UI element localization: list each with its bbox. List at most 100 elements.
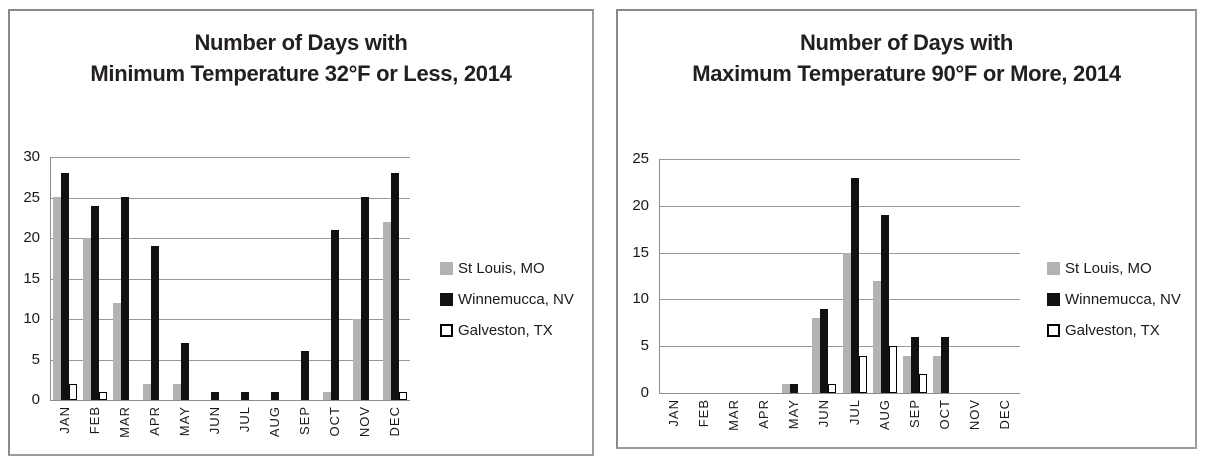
y-tick-label-5: 5 [31,351,40,368]
bar-winnemucca-nv-feb [91,206,99,400]
gridline-y-20 [659,206,1020,207]
y-tick-label-20: 20 [23,229,40,246]
gridline-y-15 [659,253,1020,254]
x-tick-label-jan: JAN [666,399,681,427]
bar-winnemucca-nv-apr [151,246,159,400]
bar-winnemucca-nv-may [181,343,189,400]
bar-galveston-tx-aug [889,346,897,393]
bar-winnemucca-nv-dec [391,173,399,400]
bar-st-louis-mo-jan [53,197,61,400]
bar-st-louis-mo-oct [323,392,331,400]
y-tick-label-30: 30 [23,148,40,165]
y-axis-line [659,159,660,393]
y-tick-label-10: 10 [632,290,649,307]
bar-winnemucca-nv-sep [301,351,309,400]
x-tick-label-aug: AUG [877,399,892,431]
bar-winnemucca-nv-nov [361,197,369,400]
bar-winnemucca-nv-oct [941,337,949,393]
chart-title-line-2: Minimum Temperature 32°F or Less, 2014 [90,61,512,86]
gridline-y-25 [50,198,410,199]
y-axis-line [50,157,51,400]
legend-label-winnemucca-nv: Winnemucca, NV [1065,291,1181,308]
x-tick-label-jan: JAN [57,406,72,434]
bar-st-louis-mo-may [782,384,790,393]
bar-winnemucca-nv-sep [911,337,919,393]
bar-winnemucca-nv-oct [331,230,339,400]
x-tick-label-sep: SEP [907,399,922,429]
gridline-y-20 [50,238,410,239]
bar-st-louis-mo-sep [903,356,911,393]
x-axis-line [659,393,1020,394]
legend-swatch-winnemucca-nv [440,293,453,306]
gridline-y-10 [50,319,410,320]
bar-st-louis-mo-oct [933,356,941,393]
y-tick-label-15: 15 [23,270,40,287]
bar-galveston-tx-sep [919,374,927,393]
bar-st-louis-mo-feb [83,238,91,400]
legend-swatch-galveston-tx [440,324,453,337]
bar-galveston-tx-jun [828,384,836,393]
bar-winnemucca-nv-aug [881,215,889,393]
x-tick-label-jul: JUL [237,406,252,433]
x-tick-label-nov: NOV [967,399,982,431]
x-tick-label-sep: SEP [297,406,312,436]
bar-winnemucca-nv-jun [211,392,219,400]
legend-swatch-st-louis-mo [1047,262,1060,275]
x-tick-label-mar: MAR [117,406,132,438]
bar-st-louis-mo-mar [113,303,121,400]
bar-winnemucca-nv-jun [820,309,828,393]
bar-galveston-tx-feb [99,392,107,400]
y-tick-label-10: 10 [23,310,40,327]
x-tick-label-apr: APR [756,399,771,429]
y-tick-label-25: 25 [23,189,40,206]
x-tick-label-jun: JUN [207,406,222,435]
legend-swatch-st-louis-mo [440,262,453,275]
bar-winnemucca-nv-jul [241,392,249,400]
x-axis-line [50,400,410,401]
legend-label-galveston-tx: Galveston, TX [1065,322,1160,339]
x-tick-label-feb: FEB [87,406,102,435]
y-tick-label-0: 0 [31,391,40,408]
bar-winnemucca-nv-jul [851,178,859,393]
chart-title-line-2: Maximum Temperature 90°F or More, 2014 [692,61,1121,86]
bar-st-louis-mo-aug [873,281,881,393]
bar-st-louis-mo-dec [383,222,391,400]
chart-title-line-1: Number of Days with [194,30,408,55]
x-tick-label-mar: MAR [726,399,741,431]
x-tick-label-dec: DEC [997,399,1012,430]
bar-winnemucca-nv-jan [61,173,69,400]
bar-st-louis-mo-nov [353,319,361,400]
bar-galveston-tx-jan [69,384,77,400]
x-tick-label-nov: NOV [357,406,372,438]
bar-galveston-tx-jul [859,356,867,393]
x-tick-label-jun: JUN [816,399,831,428]
x-tick-label-oct: OCT [327,406,342,437]
chart-panel-max-temp: Number of Days with Maximum Temperature … [616,9,1197,449]
legend-label-galveston-tx: Galveston, TX [458,322,553,339]
bar-winnemucca-nv-aug [271,392,279,400]
x-tick-label-dec: DEC [387,406,402,437]
x-tick-label-may: MAY [786,399,801,430]
legend-label-st-louis-mo: St Louis, MO [1065,260,1152,277]
chart-title: Number of Days with Minimum Temperature … [10,27,592,89]
bar-winnemucca-nv-mar [121,197,129,400]
y-tick-label-25: 25 [632,150,649,167]
x-tick-label-aug: AUG [267,406,282,438]
chart-title: Number of Days with Maximum Temperature … [618,27,1195,89]
y-tick-label-0: 0 [640,384,649,401]
y-tick-label-20: 20 [632,197,649,214]
legend-swatch-winnemucca-nv [1047,293,1060,306]
legend-swatch-galveston-tx [1047,324,1060,337]
legend-label-winnemucca-nv: Winnemucca, NV [458,291,574,308]
gridline-y-25 [659,159,1020,160]
gridline-y-5 [50,360,410,361]
legend-label-st-louis-mo: St Louis, MO [458,260,545,277]
bar-winnemucca-nv-may [790,384,798,393]
gridline-y-15 [50,279,410,280]
bar-galveston-tx-dec [399,392,407,400]
x-tick-label-feb: FEB [696,399,711,428]
gridline-y-10 [659,299,1020,300]
gridline-y-5 [659,346,1020,347]
x-tick-label-oct: OCT [937,399,952,430]
y-tick-label-5: 5 [640,337,649,354]
